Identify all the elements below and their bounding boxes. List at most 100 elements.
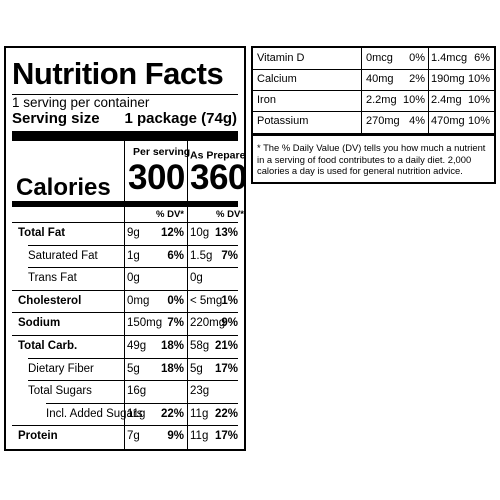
amount-as-prepared: 190mg <box>431 73 465 85</box>
amount-per-serving: 0g <box>127 272 140 285</box>
side-col-divider-2 <box>428 48 429 133</box>
amount-as-prepared: 470mg <box>431 115 465 127</box>
amount-per-serving: 0mcg <box>366 52 393 64</box>
nutrient-name: Total Carb. <box>18 340 78 352</box>
dv-header-as-prepared: % DV* <box>216 209 244 220</box>
amount-per-serving: 40mg <box>366 73 394 85</box>
amount-as-prepared: < 5mg <box>190 294 223 307</box>
row-divider <box>28 244 238 246</box>
amount-per-serving: 11g <box>127 407 146 420</box>
dv-per-serving: 18% <box>160 362 184 375</box>
dv-as-prepared: 17% <box>214 430 238 443</box>
amount-per-serving: 150mg <box>127 317 163 330</box>
nutrient-name: Sodium <box>18 317 61 330</box>
vitamin-row: Calcium 40mg 2% 190mg 10% <box>253 69 494 90</box>
amount-per-serving: 270mg <box>366 115 400 127</box>
dv-per-serving: 0% <box>409 52 425 64</box>
vitamin-name: Potassium <box>257 115 309 127</box>
column-divider-right <box>187 141 188 449</box>
nutrient-name: Cholesterol <box>18 294 82 307</box>
vitamin-name: Iron <box>257 94 276 106</box>
nutrient-name: Trans Fat <box>28 272 77 285</box>
nutrient-row: Incl. Added Sugars 11g 22% 11g 22% <box>6 402 244 425</box>
row-divider <box>28 380 238 382</box>
nutrient-name: Dietary Fiber <box>28 362 94 375</box>
nutrient-name: Total Fat <box>18 227 66 239</box>
nutrient-row: Protein 7g 9% 11g 17% <box>6 425 244 447</box>
dv-per-serving: 18% <box>160 340 184 352</box>
serving-size-value: 1 package (74g) <box>124 110 237 127</box>
amount-per-serving: 9g <box>127 227 140 239</box>
serving-size-label: Serving size <box>12 110 100 127</box>
amount-as-prepared: 220mg <box>190 317 226 330</box>
amount-as-prepared: 58g <box>190 340 210 352</box>
per-serving-header: Per serving <box>133 146 191 158</box>
dv-as-prepared: 7% <box>221 249 238 262</box>
nutrient-row: Cholesterol 0mg 0% < 5mg 1% <box>6 289 244 312</box>
nutrient-row: Dietary Fiber 5g 18% 5g 17% <box>6 357 244 380</box>
vitamin-row: Vitamin D 0mcg 0% 1.4mcg 6% <box>253 48 494 69</box>
amount-as-prepared: 1.5g <box>190 249 213 262</box>
dv-header-per-serving: % DV* <box>156 209 184 220</box>
amount-as-prepared: 10g <box>190 227 210 239</box>
nutrient-row: Trans Fat 0g 0g <box>6 267 244 289</box>
amount-per-serving: 1g <box>127 249 140 262</box>
dv-per-serving: 6% <box>167 249 184 262</box>
nutrient-row: Saturated Fat 1g 6% 1.5g 7% <box>6 244 244 267</box>
dv-as-prepared: 10% <box>467 73 490 85</box>
row-divider <box>28 267 238 269</box>
vitamin-name: Vitamin D <box>257 52 305 64</box>
daily-value-footnote: * The % Daily Value (DV) tells you how m… <box>257 142 486 176</box>
nutrient-name: Total Sugars <box>28 385 92 398</box>
side-row-divider <box>253 90 494 91</box>
dv-per-serving: 10% <box>402 94 425 106</box>
medium-rule-left <box>12 201 124 207</box>
amount-as-prepared: 0g <box>190 272 203 285</box>
dv-as-prepared: 22% <box>214 407 238 420</box>
vitamin-row: Potassium 270mg 4% 470mg 10% <box>253 111 494 132</box>
nutrient-row: Sodium 150mg 7% 220mg 9% <box>6 312 244 334</box>
dv-as-prepared: 21% <box>214 340 238 352</box>
dv-as-prepared: 13% <box>214 227 238 239</box>
row-divider <box>12 289 238 291</box>
amount-as-prepared: 5g <box>190 362 203 375</box>
as-prepared-header: As Prepared† <box>190 149 246 162</box>
row-divider <box>12 222 238 223</box>
row-divider <box>12 312 238 314</box>
amount-as-prepared: 1.4mcg <box>431 52 468 64</box>
nutrition-facts-title: Nutrition Facts <box>12 56 224 91</box>
side-row-divider <box>253 69 494 70</box>
vitamin-name: Calcium <box>257 73 297 85</box>
amount-per-serving: 16g <box>127 385 147 398</box>
dv-per-serving: 4% <box>409 115 425 127</box>
row-divider <box>28 357 238 359</box>
nutrient-row: Total Sugars 16g 23g <box>6 380 244 402</box>
amount-per-serving: 2.2mg <box>366 94 397 106</box>
dv-per-serving: 9% <box>167 430 184 443</box>
dv-per-serving: 2% <box>409 73 425 85</box>
nutrition-facts-panel: Nutrition Facts 1 serving per container … <box>4 46 246 451</box>
nutrient-name: Protein <box>18 430 58 443</box>
dv-as-prepared: 17% <box>214 362 238 375</box>
dv-per-serving: 7% <box>167 317 184 330</box>
dv-per-serving: 0% <box>167 294 184 307</box>
dv-as-prepared: 1% <box>221 294 238 307</box>
nutrient-row: Total Fat 9g 12% 10g 13% <box>6 222 244 244</box>
servings-per-container: 1 serving per container <box>12 95 150 110</box>
title-divider <box>12 94 238 95</box>
vitamin-row: Iron 2.2mg 10% 2.4mg 10% <box>253 90 494 111</box>
medium-rule-right <box>124 201 238 207</box>
amount-per-serving: 0mg <box>127 294 150 307</box>
side-col-divider-1 <box>361 48 362 133</box>
amount-as-prepared: 11g <box>190 407 209 420</box>
amount-as-prepared: 2.4mg <box>431 94 462 106</box>
dv-as-prepared: 10% <box>467 115 490 127</box>
calories-as-prepared: 360 <box>190 158 246 197</box>
dv-per-serving: 12% <box>160 227 184 239</box>
dv-per-serving: 22% <box>160 407 184 420</box>
row-divider <box>12 335 238 336</box>
dv-as-prepared: 9% <box>221 317 238 330</box>
row-divider <box>12 425 238 427</box>
amount-as-prepared: 23g <box>190 385 210 398</box>
amount-per-serving: 5g <box>127 362 140 375</box>
